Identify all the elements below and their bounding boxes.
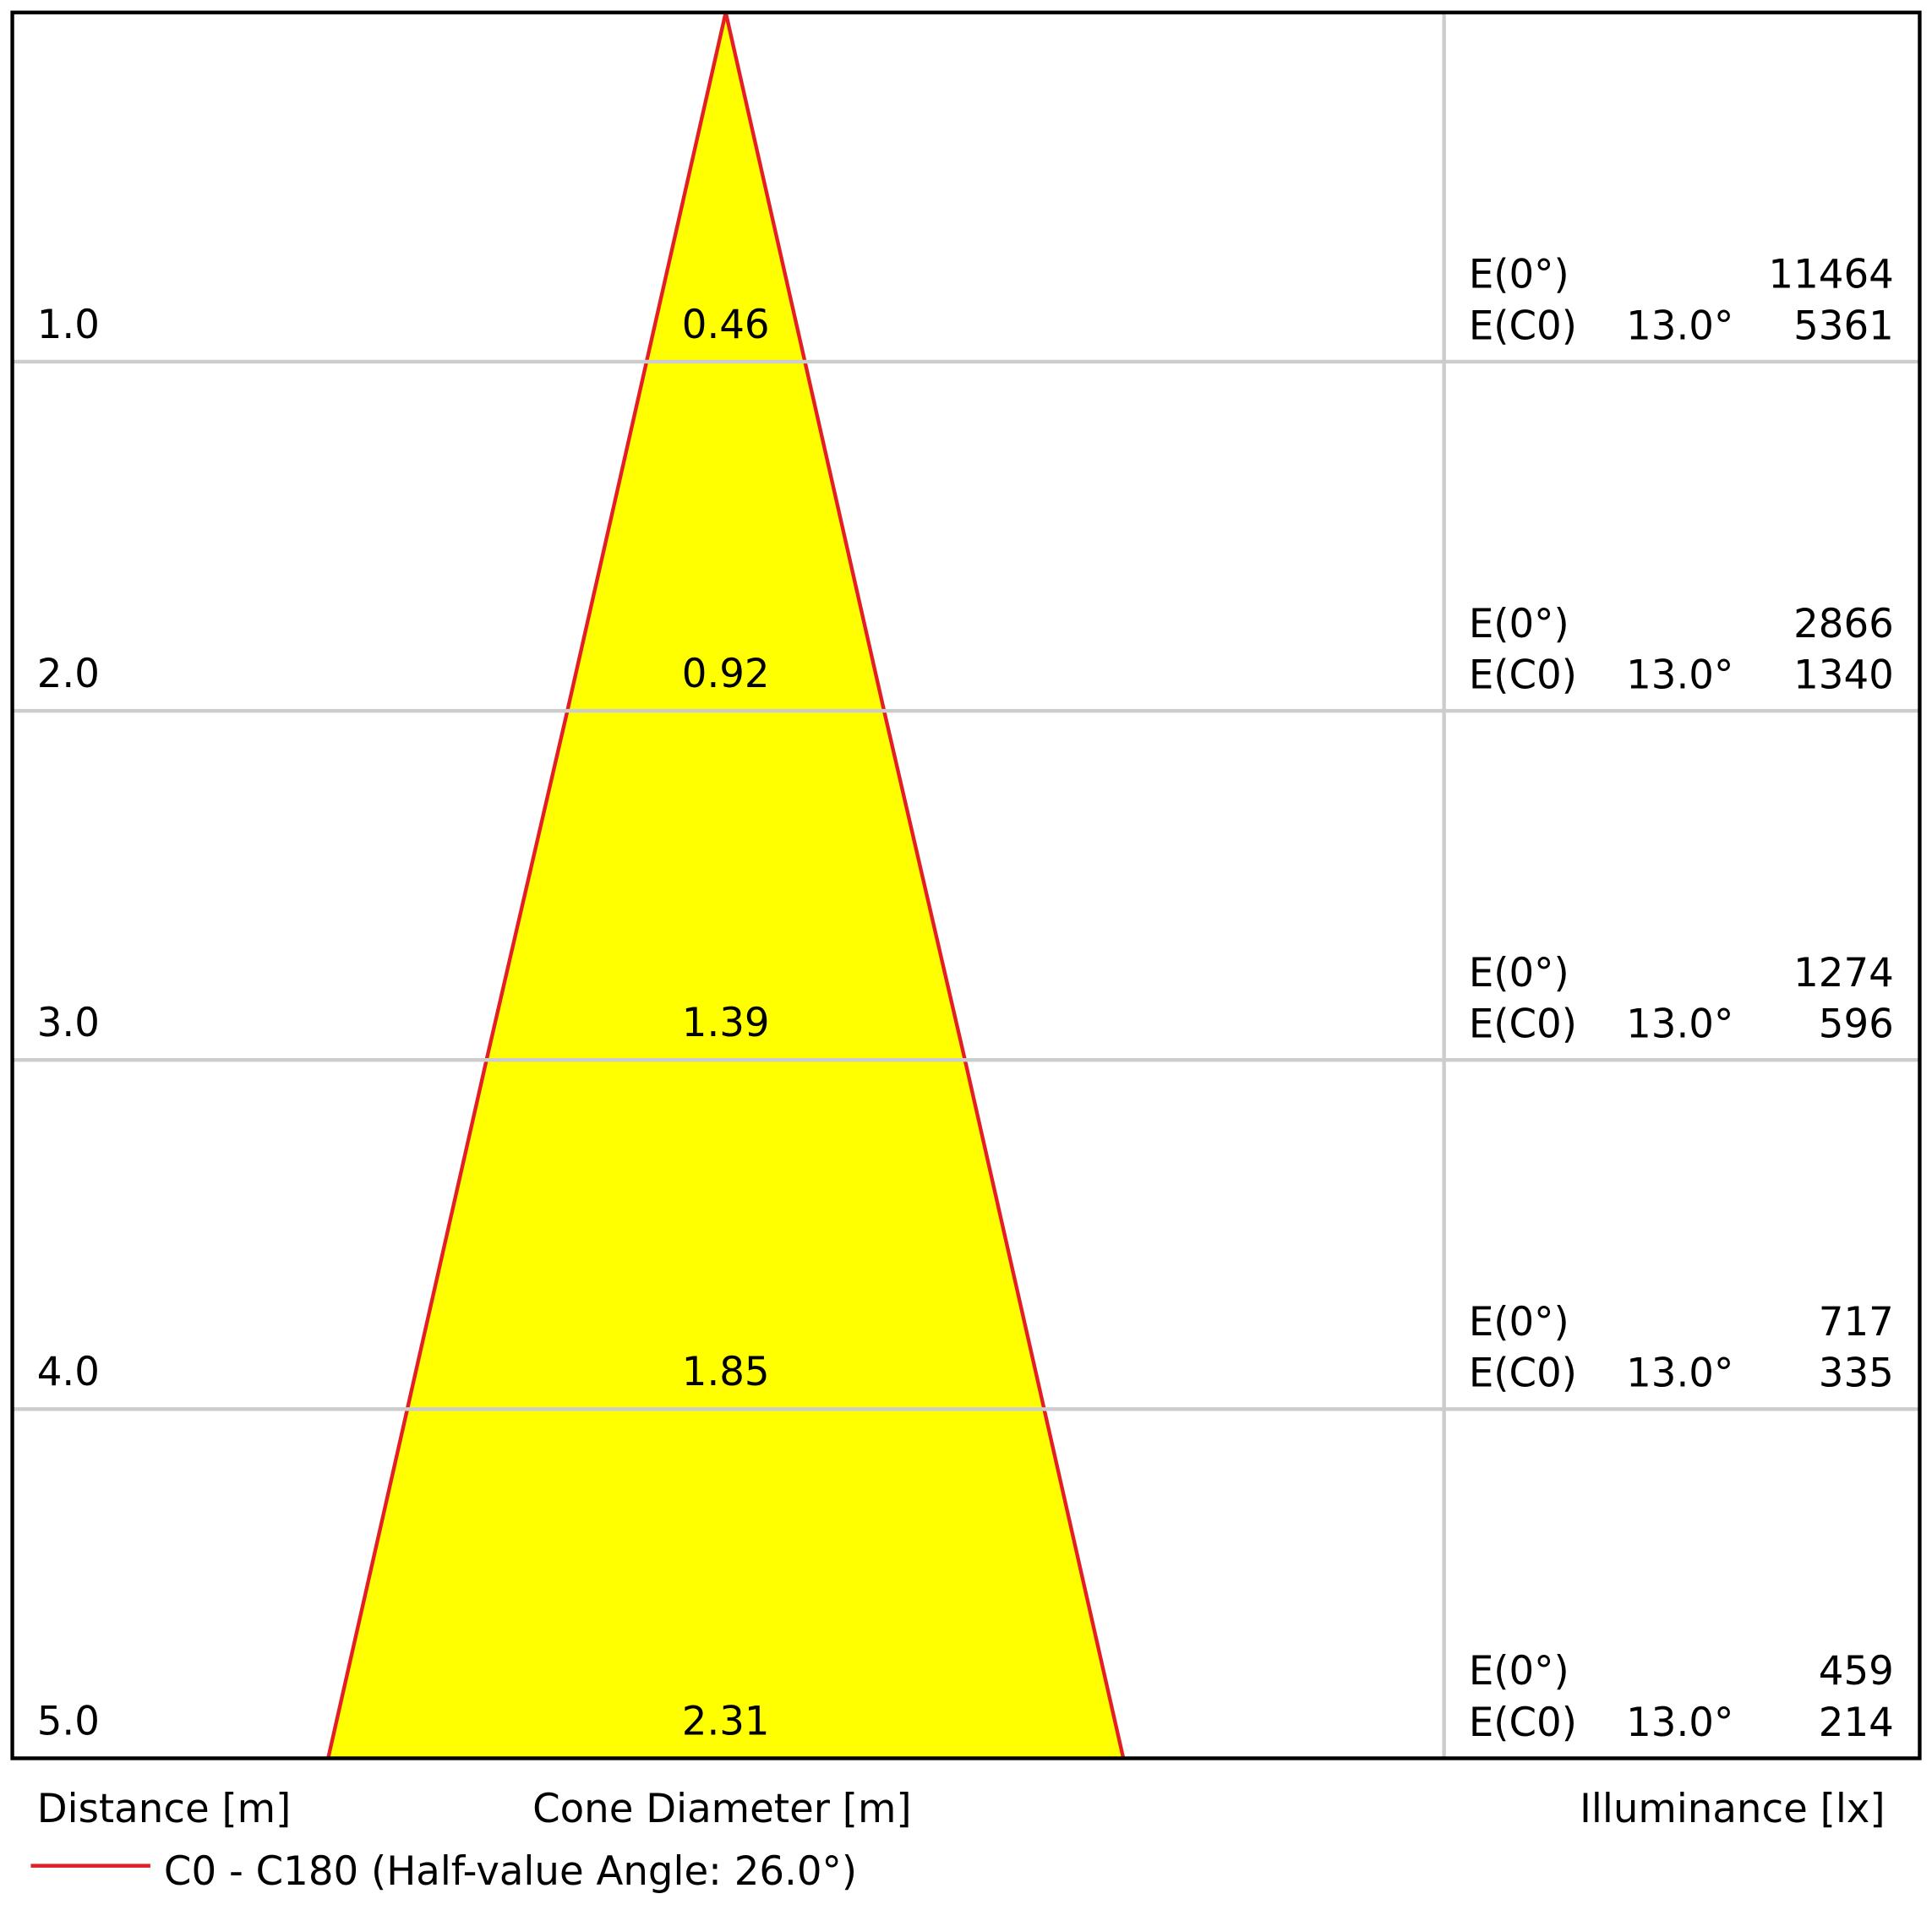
ec0-angle: 13.0° bbox=[1626, 1350, 1733, 1396]
e0-label: E(0°) bbox=[1469, 601, 1569, 647]
e0-label: E(0°) bbox=[1469, 950, 1569, 996]
distance-tick-label: 2.0 bbox=[37, 651, 100, 697]
ec0-angle: 13.0° bbox=[1626, 652, 1733, 698]
diameter-value: 1.39 bbox=[682, 1000, 770, 1046]
distance-tick-label: 5.0 bbox=[37, 1698, 100, 1744]
ec0-value: 214 bbox=[1819, 1700, 1894, 1746]
cone-edge bbox=[803, 361, 887, 712]
ec0-angle: 13.0° bbox=[1626, 1001, 1733, 1047]
cone-edge bbox=[484, 710, 570, 1061]
cone-edge bbox=[963, 1059, 1046, 1410]
e0-value: 11464 bbox=[1768, 251, 1893, 297]
illuminance-label: Illuminance [lx] bbox=[1580, 1786, 1885, 1832]
grid: 1.0 0.46 E(0°) 11464 E(C0) 13.0° 5361 2.0 0.92 E(… bbox=[12, 251, 1920, 1746]
cone-segment bbox=[407, 1060, 1045, 1410]
distance-tick-label: 1.0 bbox=[37, 302, 100, 348]
diameter-value: 2.31 bbox=[682, 1698, 770, 1744]
e0-value: 459 bbox=[1819, 1648, 1894, 1695]
ec0-label: E(C0) bbox=[1469, 1700, 1577, 1746]
cone-segment bbox=[328, 1409, 1124, 1759]
cone-edge bbox=[644, 12, 728, 363]
cone-edge bbox=[1042, 1408, 1126, 1759]
diameter-value: 1.85 bbox=[682, 1349, 770, 1395]
distance-tick-label: 3.0 bbox=[37, 1000, 100, 1046]
ec0-value: 1340 bbox=[1793, 652, 1894, 698]
e0-label: E(0°) bbox=[1469, 1299, 1569, 1345]
e0-value: 717 bbox=[1819, 1299, 1894, 1345]
cone-edge bbox=[405, 1059, 488, 1410]
cone bbox=[326, 12, 1126, 1759]
ec0-label: E(C0) bbox=[1469, 1001, 1577, 1047]
ec0-value: 5361 bbox=[1793, 303, 1894, 349]
diameter-label: Cone Diameter [m] bbox=[532, 1786, 912, 1832]
ec0-label: E(C0) bbox=[1469, 1350, 1577, 1396]
ec0-angle: 13.0° bbox=[1626, 1700, 1733, 1746]
ec0-label: E(C0) bbox=[1469, 652, 1577, 698]
e0-value: 2866 bbox=[1793, 601, 1894, 647]
diameter-value: 0.92 bbox=[682, 651, 770, 697]
cone-edge bbox=[326, 1408, 410, 1759]
e0-label: E(0°) bbox=[1469, 251, 1569, 297]
e0-label: E(0°) bbox=[1469, 1648, 1569, 1695]
distance-tick-label: 4.0 bbox=[37, 1349, 100, 1395]
ec0-angle: 13.0° bbox=[1626, 303, 1733, 349]
diameter-value: 0.46 bbox=[682, 302, 770, 348]
cone-edge bbox=[881, 710, 967, 1061]
cone-segment bbox=[647, 12, 805, 362]
e0-value: 1274 bbox=[1793, 950, 1894, 996]
cone-edge bbox=[565, 361, 649, 712]
distance-label: Distance [m] bbox=[37, 1786, 292, 1832]
cone-segment bbox=[486, 711, 965, 1061]
ec0-value: 335 bbox=[1819, 1350, 1894, 1396]
cone-segment bbox=[567, 361, 885, 712]
frame bbox=[10, 10, 1922, 1760]
ec0-label: E(C0) bbox=[1469, 303, 1577, 349]
cone-edge bbox=[723, 12, 807, 363]
ec0-value: 596 bbox=[1819, 1001, 1894, 1047]
legend-text: C0 - C180 (Half-value Angle: 26.0°) bbox=[164, 1848, 857, 1895]
